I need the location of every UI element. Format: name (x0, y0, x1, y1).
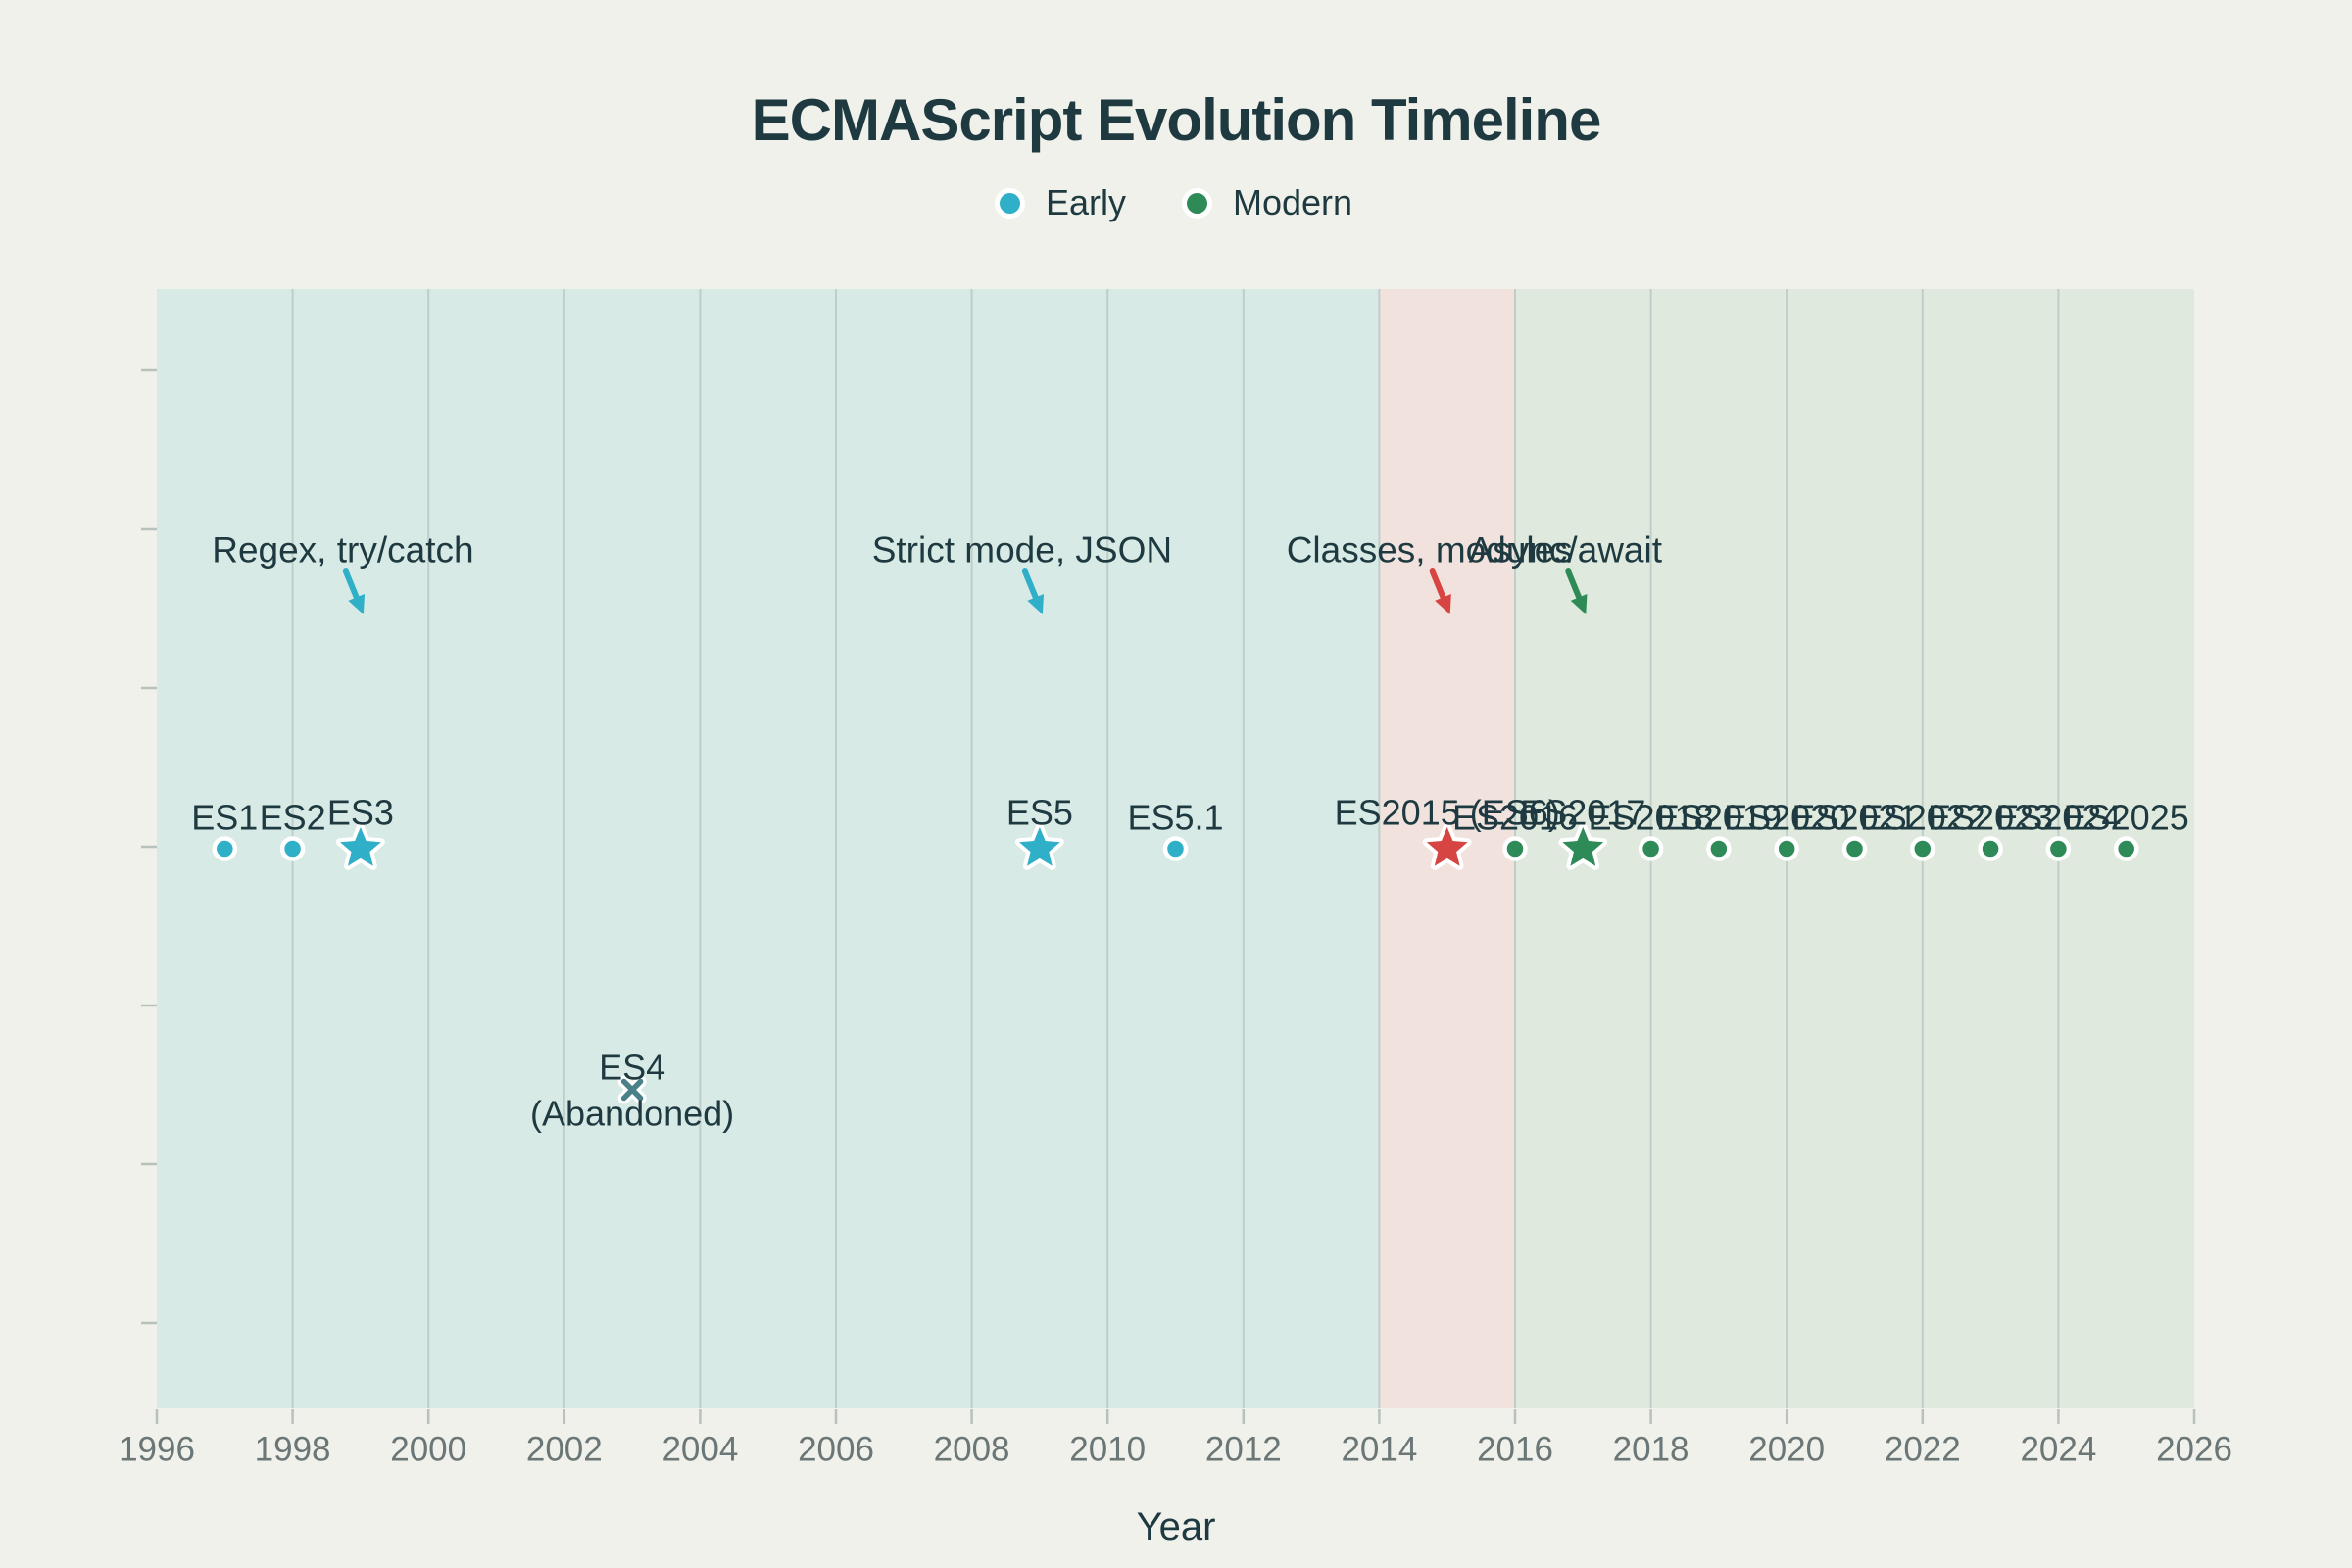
annotation-arrowhead-0 (348, 594, 366, 614)
annotation-text-3: Async/await (1469, 530, 1663, 570)
annotation-arrow-3 (1565, 568, 1584, 606)
marker-es5 (1015, 823, 1064, 870)
marker-es5-label: ES5 (1006, 793, 1073, 833)
era-band-early (157, 289, 1380, 1408)
x-tick-label: 2016 (1477, 1431, 1553, 1469)
x-tick-label: 2012 (1205, 1431, 1282, 1469)
x-tick-label: 2008 (934, 1431, 1010, 1469)
marker-es2021-label: ES2021 (1791, 798, 1917, 838)
x-tick-label: 2024 (2020, 1431, 2096, 1469)
x-tick-label: 2018 (1613, 1431, 1690, 1469)
legend: Early Modern (0, 182, 2352, 223)
marker-es2019 (1706, 836, 1732, 861)
marker-es2017-label: ES2017 (1520, 793, 1645, 833)
marker-es2015-es6--label: ES2015 (ES6) (1335, 793, 1560, 833)
marker-es2023 (1978, 836, 2003, 861)
marker-es2018 (1638, 836, 1664, 861)
annotation-arrowhead-2 (1435, 594, 1451, 614)
marker-es2 (279, 836, 306, 861)
marker-es4 (620, 1078, 644, 1102)
marker-es5-1-label: ES5.1 (1127, 798, 1223, 838)
annotation-arrow-1 (1021, 568, 1041, 606)
marker-es2017 (1558, 823, 1608, 870)
marker-es2023-label: ES2023 (1928, 798, 2053, 838)
legend-item-early: Early (999, 182, 1126, 223)
marker-es1-label: ES1 (191, 798, 258, 838)
marker-es2020 (1774, 836, 1799, 861)
x-tick-label: 2026 (2156, 1431, 2232, 1469)
marker-es3-label: ES3 (327, 793, 394, 833)
annotation-text-2: Classes, modules (1287, 530, 1573, 570)
marker-es2024-label: ES2024 (1995, 798, 2121, 838)
marker-es2-label: ES2 (260, 798, 326, 838)
marker-es2015-es6- (1422, 823, 1472, 870)
marker-es1 (212, 836, 238, 861)
marker-es2024 (2045, 836, 2072, 861)
annotation-arrowhead-1 (1027, 594, 1045, 614)
x-tick-label: 2020 (1748, 1431, 1825, 1469)
annotation-text-1: Strict mode, JSON (872, 530, 1172, 570)
marker-es2021 (1841, 836, 1868, 861)
marker-es2025-label: ES2025 (2064, 798, 2189, 838)
x-tick-label: 1998 (255, 1431, 331, 1469)
x-tick-label: 2002 (526, 1431, 603, 1469)
modern-marker-icon (1186, 192, 1207, 214)
legend-label-modern: Modern (1232, 182, 1353, 222)
legend-item-modern: Modern (1186, 182, 1353, 223)
marker-es2018-label: ES2018 (1589, 798, 1714, 838)
annotation-arrow-2 (1429, 568, 1448, 606)
early-marker-icon (999, 192, 1020, 214)
marker-es2016 (1502, 836, 1528, 861)
marker-es2020-label: ES2020 (1724, 798, 1849, 838)
marker-es2019-label: ES2019 (1656, 798, 1782, 838)
annotation-arrowhead-3 (1570, 594, 1588, 614)
x-tick-label: 2022 (1885, 1431, 1961, 1469)
x-tick-label: 2006 (798, 1431, 874, 1469)
marker-es3 (336, 823, 385, 870)
x-axis-title: Year (1136, 1505, 1216, 1548)
x-tick-label: 2014 (1341, 1431, 1417, 1469)
marker-es5-1 (1162, 836, 1189, 861)
marker-es2022 (1910, 836, 1936, 861)
annotation-text-0: Regex, try/catch (212, 530, 473, 570)
marker-es4-label: ES4 (599, 1048, 665, 1088)
marker-es2022-label: ES2022 (1860, 798, 1985, 838)
legend-label-early: Early (1045, 182, 1126, 222)
marker-es4-sublabel: (Abandoned) (530, 1094, 734, 1134)
marker-es2016-label: ES2016 (1452, 798, 1578, 838)
x-tick-label: 2010 (1069, 1431, 1146, 1469)
x-tick-label: 2000 (390, 1431, 466, 1469)
annotation-arrow-0 (342, 568, 362, 606)
x-tick-label: 2004 (662, 1431, 738, 1469)
x-tick-label: 1996 (119, 1431, 195, 1469)
chart-title: ECMAScript Evolution Timeline (751, 87, 1602, 153)
marker-es2025 (2113, 836, 2139, 861)
